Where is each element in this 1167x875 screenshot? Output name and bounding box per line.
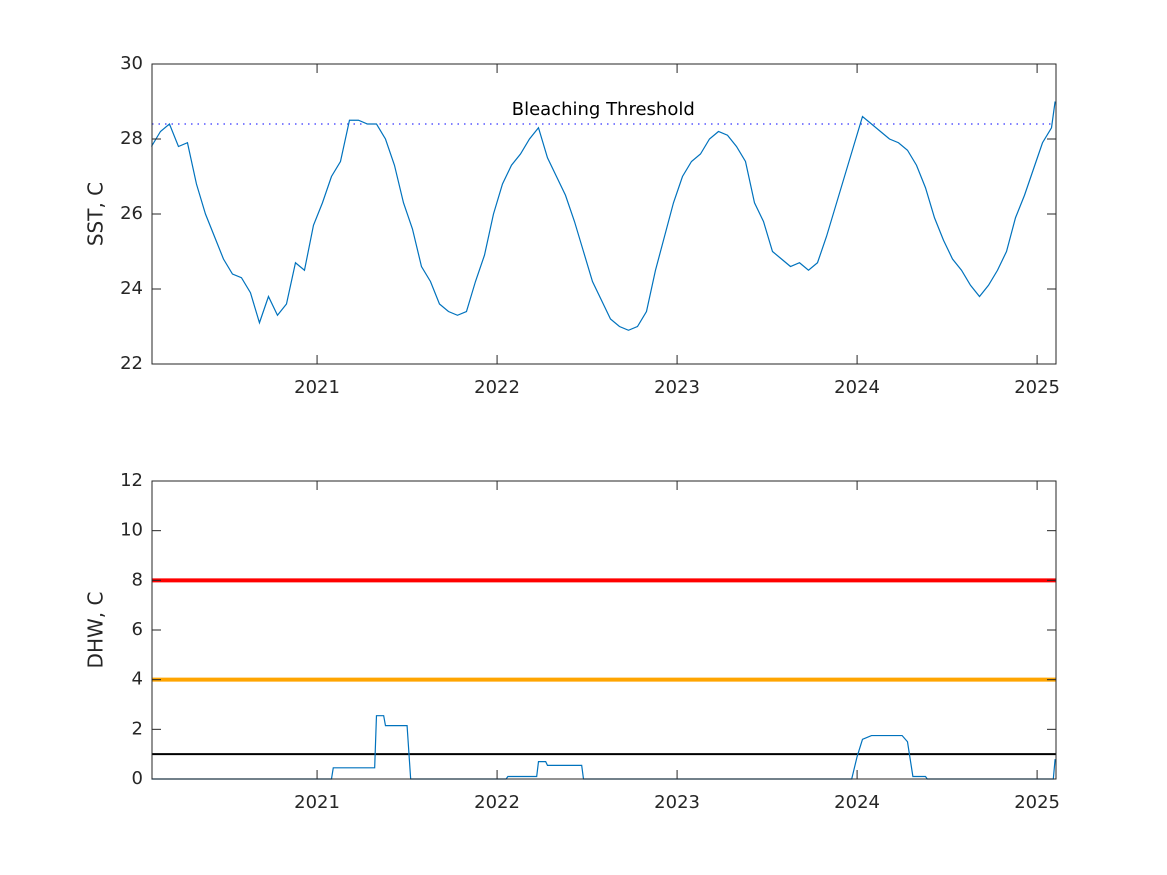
data-line <box>151 715 1056 780</box>
y-axis-label: SST, C <box>84 182 108 246</box>
x-tick-label: 2021 <box>294 377 340 398</box>
y-axis-label: DHW, C <box>84 592 108 669</box>
x-tick-label: 2021 <box>294 792 340 813</box>
y-tick-label: 4 <box>132 669 143 690</box>
y-tick-label: 22 <box>120 353 143 374</box>
x-tick-label: 2024 <box>834 377 880 398</box>
x-tick-label: 2023 <box>654 792 700 813</box>
y-tick-label: 26 <box>120 203 143 224</box>
x-tick-label: 2024 <box>834 792 880 813</box>
y-tick-label: 12 <box>120 470 143 491</box>
x-tick-label: 2025 <box>1014 377 1060 398</box>
x-tick-label: 2023 <box>654 377 700 398</box>
annotation: Bleaching Threshold <box>512 99 695 120</box>
x-tick-label: 2025 <box>1014 792 1060 813</box>
axes-background <box>152 481 1056 779</box>
y-tick-label: 28 <box>120 128 143 149</box>
y-tick-label: 0 <box>132 768 143 789</box>
y-tick-label: 30 <box>120 53 143 74</box>
axes-background <box>152 64 1056 364</box>
y-tick-label: 10 <box>120 520 143 541</box>
x-tick-label: 2022 <box>474 377 520 398</box>
data-line <box>150 101 1056 331</box>
y-tick-label: 6 <box>132 619 143 640</box>
y-tick-label: 24 <box>120 278 143 299</box>
y-tick-label: 8 <box>132 569 143 590</box>
x-tick-label: 2022 <box>474 792 520 813</box>
y-tick-label: 2 <box>132 718 143 739</box>
